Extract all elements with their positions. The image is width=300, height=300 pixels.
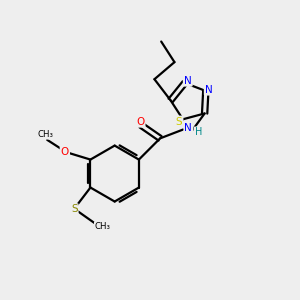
Text: H: H [195,128,202,137]
Text: S: S [71,204,78,214]
Text: S: S [176,117,182,127]
Text: CH₃: CH₃ [38,130,54,139]
Text: N: N [184,76,192,85]
Text: N: N [184,123,192,133]
Text: O: O [61,147,69,157]
Text: O: O [136,117,145,127]
Text: N: N [205,85,213,94]
Text: CH₃: CH₃ [94,222,110,231]
